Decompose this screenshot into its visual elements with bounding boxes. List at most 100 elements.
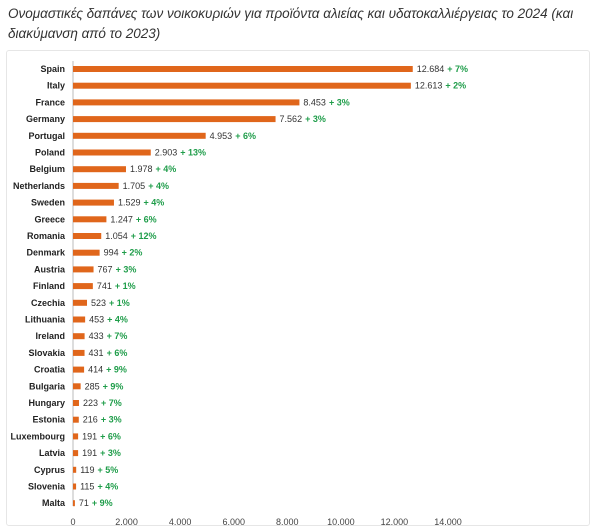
- category-label: Romania: [27, 231, 66, 241]
- change-label: + 3%: [101, 415, 122, 425]
- value-label: 223: [83, 398, 98, 408]
- change-label: + 9%: [92, 498, 113, 508]
- change-label: + 6%: [235, 131, 256, 141]
- bar-france: [73, 99, 300, 106]
- change-label: + 5%: [98, 465, 119, 475]
- category-label: Luxembourg: [10, 431, 65, 441]
- change-label: + 6%: [136, 214, 157, 224]
- bar-slovakia: [73, 349, 85, 356]
- value-label: 4.953: [210, 131, 233, 141]
- value-label: 453: [89, 315, 104, 325]
- category-label: France: [35, 97, 65, 107]
- bar-romania: [73, 233, 102, 239]
- change-label: + 12%: [131, 231, 157, 241]
- category-label: Estonia: [32, 415, 66, 425]
- category-label: Latvia: [39, 448, 66, 458]
- value-label: 7.562: [280, 114, 303, 124]
- bar-hungary: [73, 400, 79, 406]
- bar-lithuania: [73, 316, 86, 323]
- category-label: Italy: [47, 81, 65, 91]
- value-label: 71: [79, 498, 89, 508]
- category-label: Ireland: [35, 331, 65, 341]
- bar-denmark: [73, 249, 100, 256]
- change-label: + 7%: [447, 64, 468, 74]
- category-label: Finland: [33, 281, 65, 291]
- change-label: + 4%: [143, 198, 164, 208]
- category-label: Greece: [34, 214, 65, 224]
- value-label: 1.054: [105, 231, 128, 241]
- x-tick-label: 6.000: [222, 517, 245, 527]
- value-label: 285: [85, 381, 100, 391]
- category-label: Denmark: [26, 248, 66, 258]
- value-label: 12.684: [417, 64, 445, 74]
- bar-belgium: [73, 166, 126, 173]
- category-label: Belgium: [29, 164, 65, 174]
- value-label: 767: [98, 264, 113, 274]
- bar-cyprus: [73, 466, 77, 473]
- chart-frame: [6, 50, 590, 526]
- bar-czechia: [73, 299, 88, 306]
- category-label: Bulgaria: [29, 381, 66, 391]
- value-label: 994: [104, 248, 119, 258]
- change-label: + 4%: [107, 315, 128, 325]
- chart-title: Ονομαστικές δαπάνες των νοικοκυριών για …: [8, 6, 574, 41]
- change-label: + 9%: [103, 381, 124, 391]
- category-label: Germany: [26, 114, 65, 124]
- bar-italy: [73, 82, 411, 89]
- category-label: Sweden: [31, 198, 65, 208]
- value-label: 433: [89, 331, 104, 341]
- value-label: 191: [82, 448, 97, 458]
- value-label: 8.453: [303, 97, 326, 107]
- category-label: Slovenia: [28, 482, 66, 492]
- change-label: + 4%: [97, 482, 118, 492]
- bar-netherlands: [73, 182, 119, 189]
- change-label: + 7%: [101, 398, 122, 408]
- change-label: + 6%: [100, 431, 121, 441]
- category-label: Cyprus: [34, 465, 65, 475]
- x-tick-label: 2.000: [115, 517, 138, 527]
- change-label: + 2%: [122, 248, 143, 258]
- change-label: + 1%: [109, 298, 130, 308]
- value-label: 741: [97, 281, 112, 291]
- category-label: Croatia: [34, 365, 66, 375]
- x-tick-label: 0: [70, 517, 75, 527]
- change-label: + 4%: [148, 181, 169, 191]
- bar-slovenia: [73, 483, 77, 490]
- value-label: 115: [80, 482, 94, 492]
- category-label: Slovakia: [28, 348, 66, 358]
- bar-latvia: [73, 450, 79, 457]
- category-label: Malta: [42, 498, 66, 508]
- change-label: + 13%: [180, 148, 206, 158]
- category-label: Czechia: [31, 298, 66, 308]
- value-label: 523: [91, 298, 106, 308]
- category-label: Netherlands: [13, 181, 65, 191]
- value-label: 12.613: [415, 81, 443, 91]
- x-tick-label: 14.000: [434, 517, 462, 527]
- category-label: Hungary: [28, 398, 65, 408]
- change-label: + 4%: [156, 164, 177, 174]
- change-label: + 3%: [305, 114, 326, 124]
- bar-germany: [73, 116, 276, 123]
- bar-ireland: [73, 333, 85, 340]
- value-label: 119: [80, 465, 94, 475]
- change-label: + 6%: [107, 348, 128, 358]
- x-tick-label: 8.000: [276, 517, 299, 527]
- value-label: 1.247: [110, 214, 133, 224]
- change-label: + 3%: [116, 264, 137, 274]
- bar-portugal: [73, 132, 206, 139]
- category-label: Spain: [40, 64, 65, 74]
- bar-greece: [73, 216, 107, 223]
- category-label: Poland: [35, 148, 65, 158]
- change-label: + 2%: [445, 81, 466, 91]
- x-tick-label: 10.000: [327, 517, 355, 527]
- bar-finland: [73, 283, 93, 290]
- value-label: 1.529: [118, 198, 141, 208]
- x-tick-label: 12.000: [381, 517, 409, 527]
- bar-croatia: [73, 366, 85, 373]
- bar-austria: [73, 266, 94, 273]
- change-label: + 3%: [329, 97, 350, 107]
- bar-malta: [73, 500, 75, 507]
- bar-bulgaria: [73, 383, 81, 390]
- value-label: 1.705: [123, 181, 146, 191]
